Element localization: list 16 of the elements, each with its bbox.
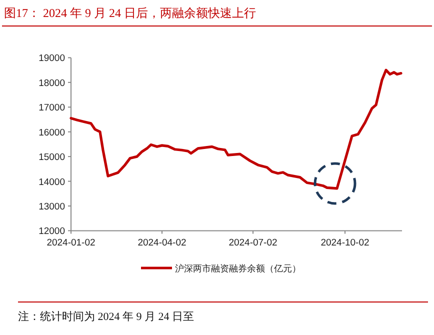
y-tick-label: 18000	[38, 78, 65, 89]
x-tick-label: 2024-10-02	[320, 238, 370, 249]
line-series	[70, 68, 402, 190]
y-tick-label: 15000	[38, 152, 65, 164]
y-tick-label: 12000	[38, 226, 65, 238]
y-tick-label: 16000	[38, 127, 65, 138]
y-tick-label: 13000	[38, 201, 65, 212]
legend-label: 沪深两市融资融券余额（亿元）	[175, 264, 301, 274]
y-tick-label: 19000	[38, 53, 65, 64]
x-tick-label: 2024-04-02	[138, 238, 186, 249]
chart-title: 图17： 2024 年 9 月 24 日后，两融余额快速上行	[4, 6, 256, 20]
x-tick-label: 2024-07-02	[228, 238, 278, 249]
text: 注：统计时间为 2024 年 9 月 24 日至	[18, 310, 194, 323]
y-tick-label: 14000	[38, 176, 65, 188]
y-tick-label: 17000	[38, 102, 65, 114]
x-tick-label: 2024-01-02	[46, 238, 96, 249]
